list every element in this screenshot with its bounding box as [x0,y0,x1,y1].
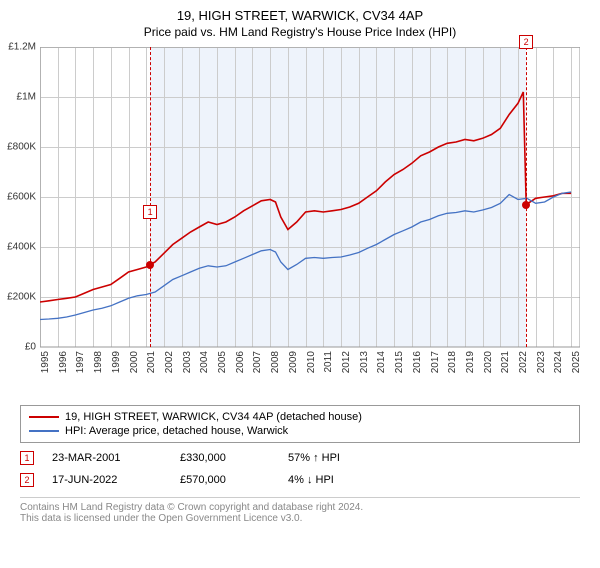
x-tick-label: 2024 [553,351,564,373]
x-tick-label: 2025 [571,351,582,373]
y-tick-label: £1.2M [8,42,36,53]
x-tick-label: 2003 [182,351,193,373]
x-tick-label: 2004 [199,351,210,373]
x-tick-label: 2021 [500,351,511,373]
x-tick-label: 2001 [146,351,157,373]
legend-label: 19, HIGH STREET, WARWICK, CV34 4AP (deta… [65,411,362,423]
x-axis: 1995 1996 1997 1998 1999 2000 2001 2002 2003 2004… [40,347,580,397]
sale-delta: 4% ↓ HPI [288,474,334,486]
x-tick-label: 2018 [447,351,458,373]
marker-line [526,47,527,347]
legend-swatch [29,430,59,432]
y-tick-label: £200K [7,292,36,303]
x-tick-label: 2013 [359,351,370,373]
x-tick-label: 1998 [93,351,104,373]
x-tick-label: 1997 [75,351,86,373]
y-tick-label: £400K [7,242,36,253]
sale-index: 2 [20,473,34,487]
marker-dot [146,261,154,269]
chart-title: 19, HIGH STREET, WARWICK, CV34 4AP [0,8,600,23]
y-axis: £0£200K£400K£600K£800K£1M£1.2M [0,47,40,347]
x-tick-label: 2000 [129,351,140,373]
x-tick-label: 2012 [341,351,352,373]
footer-line-1: Contains HM Land Registry data © Crown c… [20,502,580,513]
x-tick-label: 2017 [430,351,441,373]
legend-label: HPI: Average price, detached house, Warw… [65,425,288,437]
x-tick-label: 2015 [394,351,405,373]
x-tick-label: 2011 [323,351,334,373]
x-tick-label: 2019 [465,351,476,373]
series-price_paid [40,92,571,302]
marker-line [150,47,151,347]
chart-subtitle: Price paid vs. HM Land Registry's House … [0,25,600,39]
x-tick-label: 2008 [270,351,281,373]
x-tick-label: 2007 [252,351,263,373]
x-tick-label: 2002 [164,351,175,373]
x-tick-label: 2020 [483,351,494,373]
x-tick-label: 2022 [518,351,529,373]
x-tick-label: 2010 [306,351,317,373]
sale-price: £570,000 [180,474,270,486]
plot-svg [40,47,580,347]
x-tick-label: 2005 [217,351,228,373]
sales-table: 1 23-MAR-2001 £330,000 57% ↑ HPI 2 17-JUN-202… [20,447,580,491]
sale-row: 1 23-MAR-2001 £330,000 57% ↑ HPI [20,447,580,469]
x-tick-label: 1999 [111,351,122,373]
x-tick-label: 2009 [288,351,299,373]
x-tick-label: 1995 [40,351,51,373]
y-tick-label: £800K [7,142,36,153]
x-tick-label: 2014 [376,351,387,373]
sale-price: £330,000 [180,452,270,464]
legend-item: 19, HIGH STREET, WARWICK, CV34 4AP (deta… [29,410,571,424]
chart-area: £0£200K£400K£600K£800K£1M£1.2M 12 199519… [40,47,600,397]
x-tick-label: 2016 [412,351,423,373]
sale-date: 23-MAR-2001 [52,452,162,464]
y-tick-label: £1M [17,92,36,103]
sale-date: 17-JUN-2022 [52,474,162,486]
legend-swatch [29,416,59,418]
legend-item: HPI: Average price, detached house, Warw… [29,424,571,438]
y-tick-label: £0 [25,342,36,353]
marker-label: 2 [519,35,533,49]
sale-index: 1 [20,451,34,465]
sale-delta: 57% ↑ HPI [288,452,340,464]
y-tick-label: £600K [7,192,36,203]
x-tick-label: 2006 [235,351,246,373]
sale-row: 2 17-JUN-2022 £570,000 4% ↓ HPI [20,469,580,491]
marker-dot [522,201,530,209]
footer: Contains HM Land Registry data © Crown c… [20,497,580,524]
marker-label: 1 [143,205,157,219]
plot-area: 12 [40,47,580,347]
footer-line-2: This data is licensed under the Open Gov… [20,513,580,524]
series-hpi [40,192,571,320]
chart-container: 19, HIGH STREET, WARWICK, CV34 4AP Price… [0,8,600,568]
legend: 19, HIGH STREET, WARWICK, CV34 4AP (deta… [20,405,580,443]
x-tick-label: 2023 [536,351,547,373]
x-tick-label: 1996 [58,351,69,373]
